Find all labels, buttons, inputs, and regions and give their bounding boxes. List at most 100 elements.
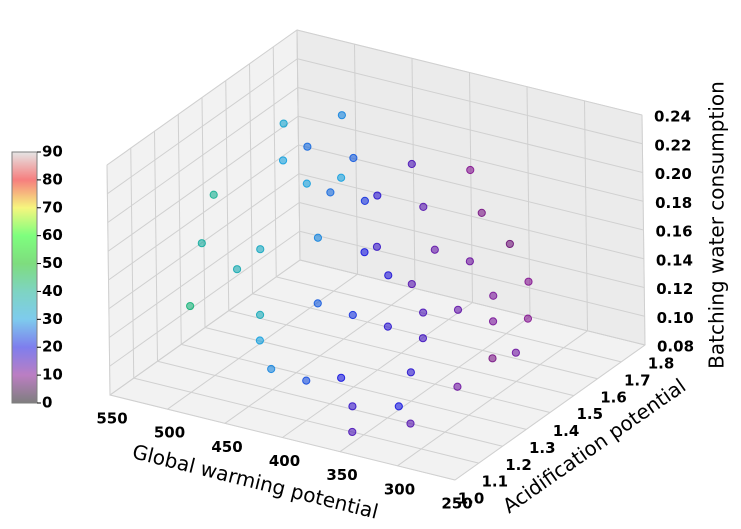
z-tick-label: 0.16 — [656, 223, 693, 241]
grid-line — [109, 394, 456, 481]
y-tick-label: 1.0 — [458, 490, 485, 508]
grid-line — [107, 58, 298, 195]
data-point — [488, 354, 497, 363]
y-tick-label: 1.2 — [505, 456, 532, 474]
colorbar-tick-label: 80 — [42, 170, 63, 188]
data-point — [337, 373, 346, 382]
grid-line — [299, 230, 645, 317]
data-point — [349, 153, 358, 163]
data-point — [255, 310, 265, 319]
grid-line — [107, 115, 299, 252]
data-point — [255, 336, 264, 345]
colorbar — [11, 151, 38, 404]
data-point — [267, 364, 276, 374]
z-tick-label: 0.22 — [654, 136, 691, 154]
grid-line — [228, 310, 574, 397]
data-point — [326, 188, 335, 197]
data-point — [360, 196, 369, 205]
data-point — [383, 322, 392, 331]
grid-line — [297, 58, 643, 145]
data-point — [337, 111, 346, 120]
data-point — [477, 208, 486, 217]
data-point — [302, 376, 311, 385]
colorbar-tick-label: 90 — [42, 143, 63, 161]
grid-line — [157, 360, 503, 447]
data-point — [406, 368, 415, 377]
data-point — [279, 119, 288, 128]
data-point — [406, 419, 415, 428]
colorbar-tick-label: 20 — [42, 338, 63, 356]
grid-line — [109, 259, 301, 396]
data-point — [197, 239, 206, 248]
x-tick-label: 250 — [441, 495, 472, 513]
grid-line — [107, 87, 299, 223]
z-tick-label: 0.18 — [655, 194, 692, 212]
z-tick-label: 0.20 — [655, 165, 692, 183]
data-point — [313, 233, 323, 242]
grid-line — [108, 144, 299, 281]
data-point — [489, 291, 498, 300]
y-tick-label: 1.4 — [553, 422, 580, 440]
data-point — [348, 427, 357, 437]
z-axis-label: Batching water consumption — [705, 81, 729, 369]
grid-line — [297, 87, 643, 173]
colorbar-tick-label: 10 — [42, 366, 63, 384]
data-point — [384, 271, 393, 280]
grid-line — [298, 173, 644, 260]
data-point — [466, 165, 475, 175]
grid-line — [106, 29, 298, 166]
data-point — [372, 242, 382, 251]
z-tick-label: 0.12 — [656, 280, 693, 298]
x-tick-label: 500 — [154, 424, 185, 442]
grid-line — [133, 377, 479, 464]
colorbar-tick-label: 70 — [42, 198, 63, 216]
data-point — [186, 301, 195, 311]
data-point — [278, 156, 288, 165]
z-tick-label: 0.24 — [654, 108, 691, 126]
data-point — [407, 279, 416, 289]
x-tick-label: 400 — [269, 452, 300, 470]
grid-line — [109, 230, 300, 367]
data-point — [302, 179, 311, 188]
data-point — [337, 173, 346, 182]
grid-line — [299, 259, 646, 346]
y-tick-label: 1.7 — [624, 371, 651, 389]
colorbar-tick-label: 30 — [42, 310, 63, 328]
y-tick-label: 1.5 — [576, 405, 603, 423]
data-point — [453, 305, 463, 314]
data-point — [465, 257, 474, 266]
grid-line — [276, 276, 622, 363]
data-point — [430, 245, 439, 254]
x-tick-label: 550 — [96, 410, 127, 428]
data-point — [407, 159, 416, 169]
z-tick-label: 0.14 — [656, 251, 693, 269]
grid-line — [296, 29, 643, 116]
data-point — [373, 191, 382, 200]
data-point — [453, 382, 462, 391]
z-tick-label: 0.08 — [657, 338, 694, 356]
data-point — [394, 402, 403, 411]
z-tick-label: 0.10 — [657, 309, 694, 327]
data-point — [488, 317, 498, 326]
data-point — [348, 310, 357, 320]
data-point — [418, 334, 428, 343]
data-point — [419, 308, 428, 317]
grid-line — [298, 115, 644, 202]
y-tick-label: 1.1 — [481, 473, 508, 491]
data-point — [209, 190, 218, 199]
grid-line — [181, 343, 527, 430]
data-point — [524, 277, 533, 286]
colorbar-tick-label: 40 — [42, 282, 63, 300]
data-point — [419, 202, 428, 211]
grid-line — [299, 202, 645, 288]
x-tick-label: 350 — [326, 466, 357, 484]
colorbar-tick-label: 60 — [42, 226, 63, 244]
x-tick-label: 450 — [211, 438, 242, 456]
data-point — [256, 245, 265, 254]
y-tick-label: 1.8 — [648, 355, 675, 373]
colorbar-tick-label: 0 — [42, 394, 52, 412]
panes — [106, 29, 647, 481]
data-point — [511, 348, 520, 357]
data-point — [348, 402, 357, 411]
